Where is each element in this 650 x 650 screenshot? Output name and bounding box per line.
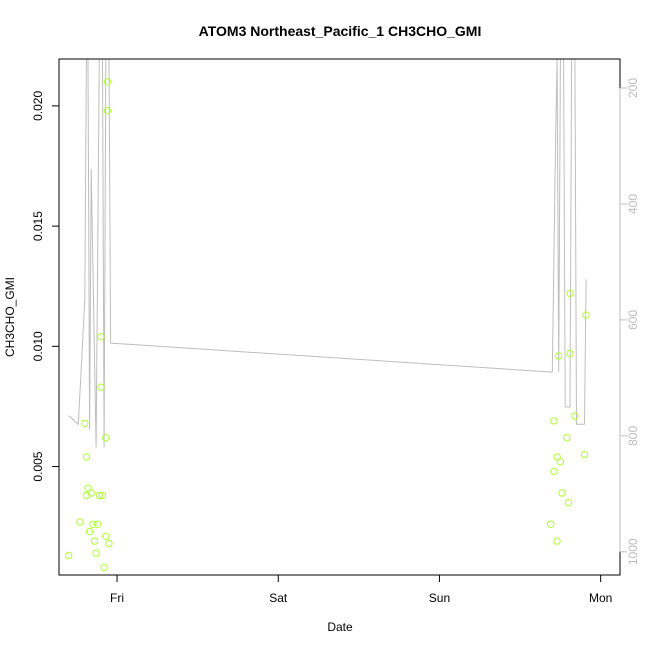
data-point — [97, 383, 105, 391]
y2-tick-label: 1000 — [626, 538, 640, 565]
data-point — [558, 489, 566, 497]
data-point — [555, 352, 563, 360]
data-point — [566, 289, 574, 298]
data-point — [102, 434, 110, 442]
data-point — [76, 518, 84, 526]
data-point — [547, 520, 555, 528]
data-point — [580, 450, 589, 459]
data-point — [550, 417, 558, 425]
y2-tick-label: 800 — [626, 426, 640, 446]
data-point — [95, 491, 104, 500]
x-tick-label: Sat — [269, 591, 288, 605]
y-tick-label: 0.015 — [31, 211, 45, 241]
data-point — [103, 78, 112, 86]
data-point — [550, 467, 558, 476]
data-point — [563, 434, 571, 442]
data-point — [98, 491, 107, 500]
data-point — [65, 551, 73, 560]
plot-frame — [58, 58, 621, 576]
data-point — [89, 520, 97, 528]
x-tick-label: Sun — [429, 591, 450, 605]
data-point — [103, 107, 112, 115]
data-point — [102, 532, 110, 540]
line-series — [68, 59, 587, 448]
x-tick-label: Fri — [110, 591, 124, 605]
data-point — [97, 333, 105, 341]
data-point — [582, 311, 590, 319]
data-point — [100, 563, 108, 572]
data-point — [81, 419, 89, 427]
y2-tick-label: 600 — [626, 310, 640, 330]
y2-tick-label: 200 — [626, 78, 640, 98]
x-tick-label: Mon — [589, 591, 612, 605]
x-axis: Fri Sat Sun Mon — [110, 574, 612, 605]
data-point — [82, 453, 91, 461]
line-path — [68, 59, 587, 448]
point-series — [65, 78, 590, 572]
y-tick-label: 0.020 — [31, 91, 45, 121]
y-tick-label: 0.010 — [31, 331, 45, 361]
data-point — [566, 349, 574, 358]
data-point — [571, 412, 579, 420]
y-axis-label: CH3CHO_GMI — [3, 277, 17, 357]
data-point — [94, 520, 102, 528]
data-point — [92, 549, 100, 557]
y-axis-left: 0.005 0.010 0.015 0.020 — [31, 91, 60, 482]
data-point — [105, 539, 113, 548]
y-tick-label: 0.005 — [31, 451, 45, 481]
x-axis-label: Date — [327, 620, 353, 634]
data-point — [553, 537, 561, 545]
y-axis-right: 200 400 600 800 1000 — [619, 78, 640, 565]
y2-tick-label: 400 — [626, 194, 640, 214]
data-point — [564, 498, 573, 507]
data-point — [85, 527, 94, 536]
data-point — [556, 458, 565, 466]
data-point — [90, 537, 99, 545]
chart-title: ATOM3 Northeast_Pacific_1 CH3CHO_GMI — [199, 23, 482, 39]
data-point — [87, 489, 95, 497]
